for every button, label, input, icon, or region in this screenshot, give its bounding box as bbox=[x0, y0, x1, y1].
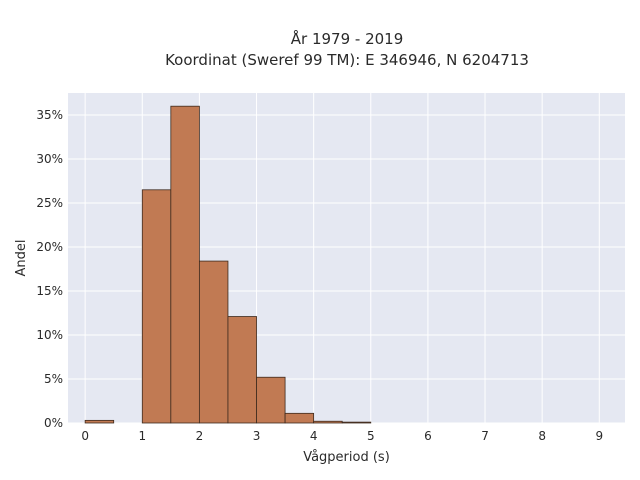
x-tick-label: 6 bbox=[424, 429, 432, 443]
histogram-bar bbox=[84, 419, 115, 424]
y-axis-ticks: 0% 5% 10% 15% 20% 25% 30% 35% bbox=[36, 108, 63, 430]
histogram-bar bbox=[227, 316, 257, 424]
y-tick-label: 35% bbox=[36, 108, 63, 122]
histogram-bar bbox=[284, 412, 315, 424]
x-tick-label: 7 bbox=[481, 429, 489, 443]
x-tick-label: 1 bbox=[138, 429, 146, 443]
x-tick-label: 9 bbox=[595, 429, 603, 443]
y-tick-label: 0% bbox=[44, 416, 63, 430]
bars bbox=[84, 105, 372, 424]
histogram-bar bbox=[313, 420, 343, 424]
y-tick-label: 5% bbox=[44, 372, 63, 386]
histogram-bar bbox=[341, 421, 372, 424]
chart-subtitle: Koordinat (Sweref 99 TM): E 346946, N 62… bbox=[165, 51, 529, 69]
chart-title: År 1979 - 2019 bbox=[290, 30, 404, 48]
y-axis-label: Andel bbox=[14, 240, 29, 277]
histogram-bar bbox=[198, 260, 229, 424]
y-tick-label: 15% bbox=[36, 284, 63, 298]
y-tick-label: 20% bbox=[36, 240, 63, 254]
x-axis-label: Vågperiod (s) bbox=[303, 450, 390, 465]
x-axis-ticks: 0 1 2 3 4 5 6 7 8 9 bbox=[81, 429, 603, 443]
y-tick-label: 25% bbox=[36, 196, 63, 210]
x-tick-label: 3 bbox=[253, 429, 261, 443]
histogram-bar bbox=[141, 189, 172, 424]
histogram-bar bbox=[256, 376, 286, 424]
x-tick-label: 5 bbox=[367, 429, 375, 443]
x-tick-label: 4 bbox=[310, 429, 318, 443]
x-tick-label: 2 bbox=[196, 429, 204, 443]
x-tick-label: 0 bbox=[81, 429, 89, 443]
y-tick-label: 30% bbox=[36, 152, 63, 166]
histogram-bar bbox=[170, 105, 200, 424]
x-tick-label: 8 bbox=[538, 429, 546, 443]
y-tick-label: 10% bbox=[36, 328, 63, 342]
